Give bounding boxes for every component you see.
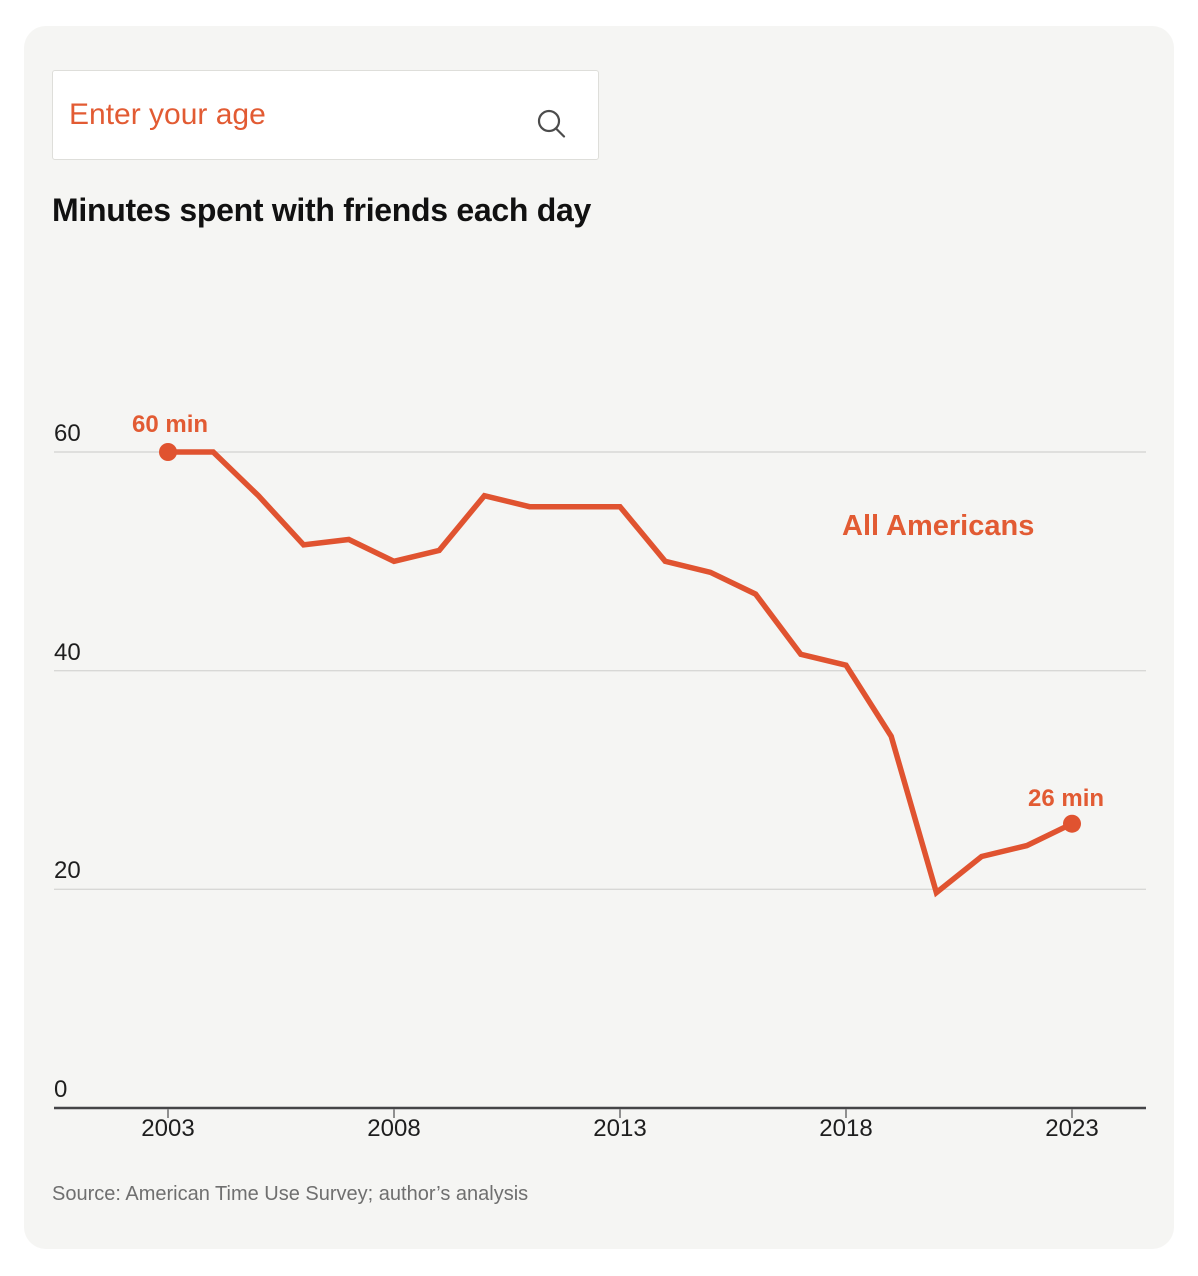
x-axis-label-2008: 2008 xyxy=(367,1115,421,1142)
start-point-dot xyxy=(159,443,177,461)
y-axis-label-0: 0 xyxy=(54,1076,68,1103)
x-axis-label-2023: 2023 xyxy=(1045,1115,1099,1142)
start-point-label: 60 min xyxy=(131,411,209,438)
age-search-input[interactable] xyxy=(53,71,598,159)
source-note: Source: American Time Use Survey; author… xyxy=(52,1183,529,1205)
end-point-dot xyxy=(1063,814,1081,833)
data-line-all-americans xyxy=(165,449,1075,898)
line-chart-svg xyxy=(54,443,1146,1118)
search-icon[interactable] xyxy=(534,107,570,143)
chart-card xyxy=(24,26,1174,1249)
y-axis-label-40: 40 xyxy=(54,638,81,666)
chart-title: Minutes spent with friends each day xyxy=(52,192,591,228)
end-point-label: 26 min xyxy=(1027,785,1105,812)
y-axis-label-20: 20 xyxy=(54,857,81,885)
x-axis-label-2003: 2003 xyxy=(141,1115,195,1142)
y-axis-label-60: 60 xyxy=(54,420,81,447)
x-axis-label-2018: 2018 xyxy=(819,1115,873,1142)
series-label: All Americans xyxy=(842,510,1035,542)
age-search-box[interactable] xyxy=(52,70,599,160)
x-axis-label-2013: 2013 xyxy=(593,1115,647,1142)
